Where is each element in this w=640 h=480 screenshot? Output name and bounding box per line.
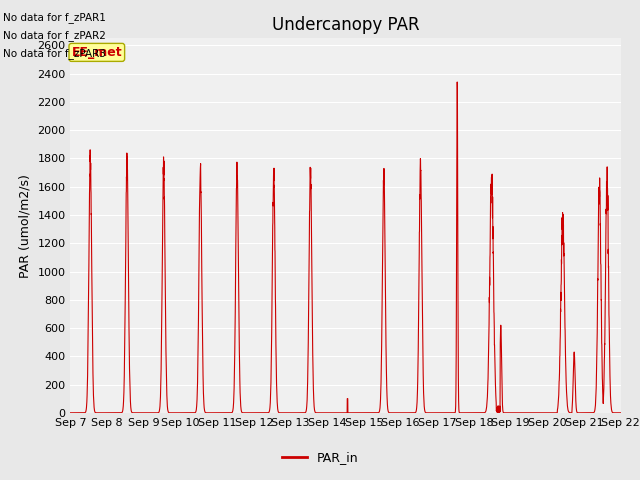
Text: EE_met: EE_met bbox=[72, 46, 122, 59]
Text: No data for f_zPAR1: No data for f_zPAR1 bbox=[3, 12, 106, 23]
Text: No data for f_zPAR3: No data for f_zPAR3 bbox=[3, 48, 106, 60]
Legend: PAR_in: PAR_in bbox=[276, 446, 364, 469]
Y-axis label: PAR (umol/m2/s): PAR (umol/m2/s) bbox=[19, 174, 32, 277]
Text: No data for f_zPAR2: No data for f_zPAR2 bbox=[3, 30, 106, 41]
Title: Undercanopy PAR: Undercanopy PAR bbox=[272, 16, 419, 34]
